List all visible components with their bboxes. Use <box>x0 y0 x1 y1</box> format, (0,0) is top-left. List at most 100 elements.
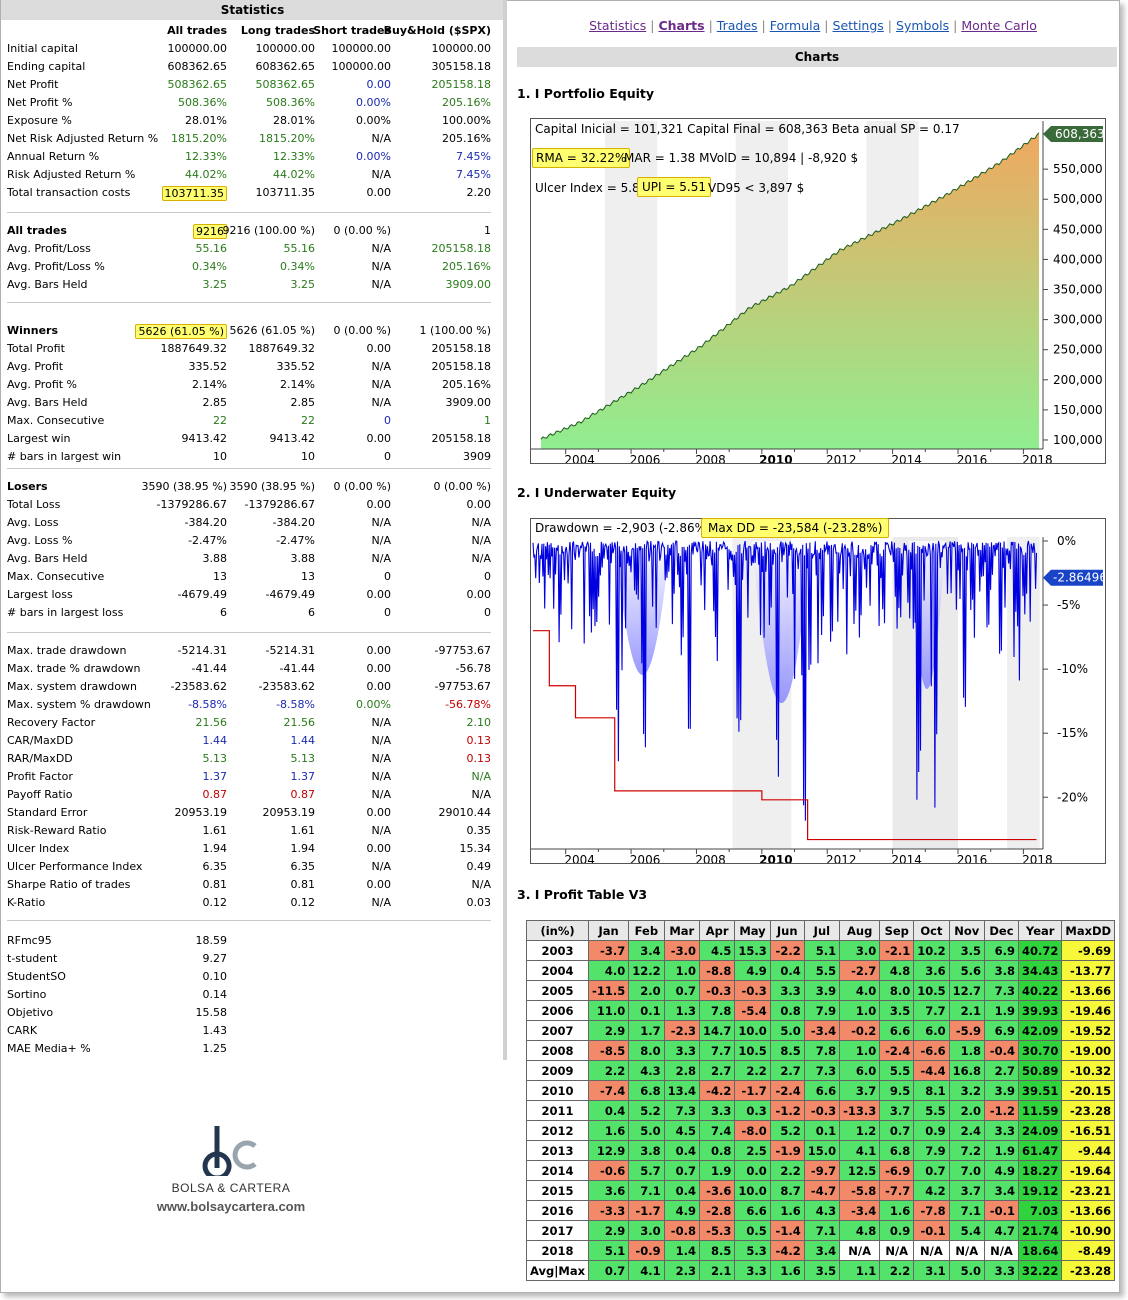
nav-trades[interactable]: Trades <box>716 18 758 33</box>
profit-cell: 2017 <box>525 1220 590 1241</box>
y-tick-label: -5% <box>1057 598 1080 612</box>
profit-cell: -3.3 <box>588 1200 630 1221</box>
profit-cell: 7.9 <box>913 1140 950 1161</box>
profit-cell: 9.5 <box>879 1080 915 1101</box>
x-tick-label: 2004 <box>564 453 595 463</box>
stats-cell: 608362.65 <box>255 60 316 73</box>
profit-cell: 7.4 <box>698 1120 736 1141</box>
profit-cell: 2.2 <box>588 1060 630 1081</box>
profit-cell: 0.4 <box>769 960 805 981</box>
stats-row-label: # bars in largest loss <box>7 606 124 619</box>
stats-row-label: Winners <box>7 324 58 337</box>
stats-row: Max. trade % drawdown -41.44 -41.44 0.00 -56… <box>7 660 491 678</box>
stats-row-label: Avg. Bars Held <box>7 278 88 291</box>
profit-cell: 8.1 <box>913 1080 950 1101</box>
stats-row-label: CAR/MaxDD <box>7 734 74 747</box>
max-dd-line <box>533 630 1037 841</box>
profit-cell: 4.0 <box>839 980 881 1001</box>
x-tick-label: 2018 <box>1022 853 1053 863</box>
stats-cell: N/A <box>371 770 391 783</box>
stats-cell: N/A <box>371 242 391 255</box>
stats-row: Avg. Bars Held 2.85 2.85 N/A 3909.00 <box>7 394 491 412</box>
stats-cell: 10 <box>213 450 227 463</box>
profit-cell: 8.7 <box>769 1180 805 1201</box>
stats-cell: 205158.18 <box>431 342 492 355</box>
profit-cell: 1.9 <box>983 1000 1019 1021</box>
profit-cell: 12.7 <box>948 980 985 1001</box>
logo-url[interactable]: www.bolsaycartera.com <box>156 1199 306 1214</box>
stats-row: Losers 3590 (38.95 %) 3590 (38.95 %) 0 (0.0… <box>7 478 491 496</box>
last-value-tag <box>1043 569 1103 586</box>
profit-col-header: (in%) <box>525 920 590 941</box>
stats-cell: 608362.65 <box>167 60 228 73</box>
stats-cell: 12.33% <box>273 150 315 163</box>
stats-row-label: Exposure % <box>7 114 72 127</box>
profit-table-row: 2018 5.1 -0.9 1.4 8.5 5.3 -4.2 3.4 N/A N/A N/A N/A N… <box>525 1240 1116 1261</box>
stats-cell: 0.87 <box>290 788 316 801</box>
stats-cell: 1.94 <box>290 842 316 855</box>
profit-table-row: 2003 -3.7 3.4 -3.0 4.5 15.3 -2.2 5.1 3.0 -2.1 10.2… <box>525 940 1116 961</box>
nav-symbols[interactable]: Symbols <box>896 18 950 33</box>
stats-cell: 13 <box>213 570 227 583</box>
x-tick-label: 2014 <box>891 853 922 863</box>
stats-row: # bars in largest loss 6 6 0 0 <box>7 604 491 622</box>
profit-cell: 4.0 <box>588 960 630 981</box>
profit-table-row: 2012 1.6 5.0 4.5 7.4 -8.0 5.2 0.1 1.2 0.7 0.9 2.4 3.… <box>525 1120 1116 1141</box>
stats-cell: 9216 (100.00 %) <box>222 224 315 237</box>
stats-row: K-Ratio 0.12 0.12 N/A 0.03 <box>7 894 491 912</box>
stats-cell: 100000.00 <box>255 42 316 55</box>
profit-cell: -9.7 <box>803 1160 841 1181</box>
profit-cell: 2018 <box>525 1240 590 1261</box>
profit-cell: -5.9 <box>948 1020 985 1041</box>
stats-row-label: Max. Consecutive <box>7 414 105 427</box>
stats-row-label: Sharpe Ratio of trades <box>7 878 131 891</box>
stats-cell: N/A <box>371 132 391 145</box>
stats-cell: -8.58% <box>276 698 315 711</box>
profit-cell: 3.3 <box>663 1040 700 1061</box>
stats-row: Ulcer Performance Index 6.35 6.35 N/A 0.49 <box>7 858 491 876</box>
stats-cell: 103711.35 <box>255 186 316 199</box>
profit-cell: 3.6 <box>588 1180 630 1201</box>
stats-cell: N/A <box>371 824 391 837</box>
profit-col-header: Aug <box>839 920 881 941</box>
profit-cell: 5.3 <box>734 1240 771 1261</box>
profit-col-header: Jun <box>769 920 805 941</box>
nav-monte-carlo[interactable]: Monte Carlo <box>961 18 1037 33</box>
stats-cell: 2.85 <box>202 396 228 409</box>
x-tick-label: 2014 <box>891 453 922 463</box>
nav-statistics[interactable]: Statistics <box>589 18 647 33</box>
stats-row-label: MAE Media+ % <box>7 1042 91 1055</box>
stats-row-label: Total Loss <box>7 498 61 511</box>
profit-cell: 3.7 <box>879 1100 915 1121</box>
profit-cell: 19.12 <box>1017 1180 1063 1201</box>
stats-cell: 15.34 <box>459 842 492 855</box>
stats-cell: 28.01% <box>273 114 315 127</box>
stats-col-header: Short trades <box>313 24 391 37</box>
profit-cell: 4.2 <box>913 1180 950 1201</box>
stats-row-label: Standard Error <box>7 806 88 819</box>
upi-value: UPI = 5.51 <box>637 177 711 197</box>
profit-cell: 0.7 <box>913 1160 950 1181</box>
profit-cell: 7.3 <box>663 1100 700 1121</box>
stats-row: Largest win 9413.42 9413.42 0.00 205158.18 <box>7 430 491 448</box>
profit-cell: 3.5 <box>879 1000 915 1021</box>
stats-row: StudentSO 0.10 <box>7 968 491 986</box>
profit-cell: 2.1 <box>948 1000 985 1021</box>
stats-table: All trades Long trades Short trades Buy&Hol… <box>7 0 491 1060</box>
nav-charts[interactable]: Charts <box>658 18 705 33</box>
stats-cell: 205158.18 <box>431 242 492 255</box>
profit-cell: -9.44 <box>1061 1140 1116 1161</box>
profit-cell: 6.0 <box>839 1060 881 1081</box>
nav-settings[interactable]: Settings <box>832 18 884 33</box>
stats-cell: 9.27 <box>202 952 228 965</box>
stats-cell: 7.45% <box>456 150 491 163</box>
underwater-chart-canvas: 0% -5% -10% -15% -20% -2.86496 2004 2006 2008 201… <box>531 534 1105 863</box>
stats-row: Winners 5626 (61.05 %) 5626 (61.05 %) 0 (0.… <box>7 322 491 340</box>
profit-table-row: 2011 0.4 5.2 7.3 3.3 0.3 -1.2 -0.3 -13.3 3.7 5.5 2.… <box>525 1100 1116 1121</box>
profit-cell: 7.8 <box>698 1000 736 1021</box>
nav-formula[interactable]: Formula <box>769 18 821 33</box>
profit-cell: -6.6 <box>913 1040 950 1061</box>
y-tick-label: -15% <box>1057 726 1088 740</box>
stats-cell: 1887649.32 <box>248 342 315 355</box>
stats-row: Max. system % drawdown -8.58% -8.58% 0.00% -… <box>7 696 491 714</box>
